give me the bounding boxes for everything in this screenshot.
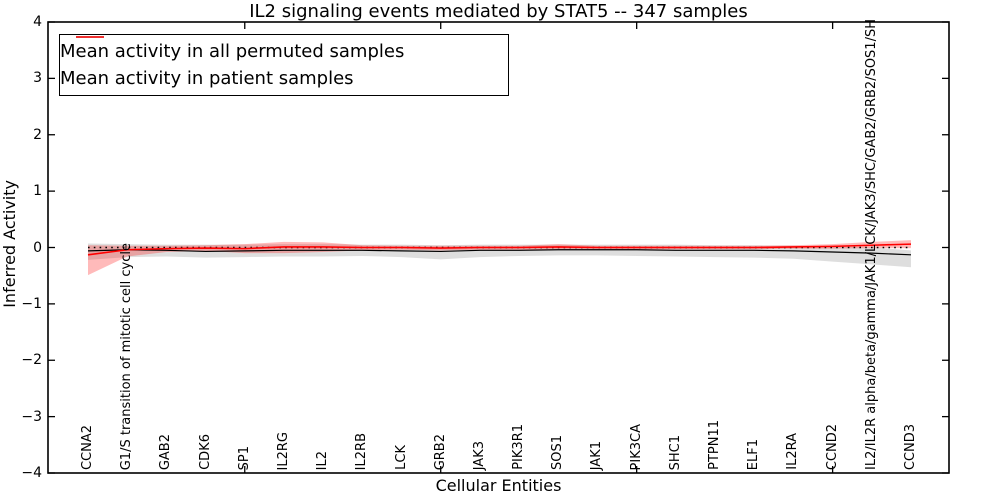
x-category-label: LCK [393, 445, 409, 470]
x-category-label: SOS1 [550, 434, 566, 470]
x-category-label: ELF1 [746, 438, 762, 470]
y-tick-label: −4 [21, 465, 42, 481]
patient-confidence-band [88, 240, 911, 276]
x-category-label: GRB2 [432, 433, 448, 470]
x-category-label: CCNA2 [80, 424, 95, 470]
chart-title: IL2 signaling events mediated by STAT5 -… [249, 1, 748, 22]
x-category-label: PTPN11 [707, 420, 723, 470]
x-category-label: IL2/IL2R alpha/beta/gamma/JAK1/LCK/JAK3/… [863, 19, 879, 470]
patient-mean-line [87, 243, 912, 256]
x-category-label: PIK3CA [628, 423, 644, 470]
legend-item-permuted: Mean activity in all permuted samples [60, 36, 508, 65]
x-category-label: PIK3R1 [511, 424, 527, 470]
y-tick-label: −3 [21, 408, 42, 425]
legend: Mean activity in all permuted samples Me… [59, 34, 509, 96]
x-category-label: IL2RA [785, 433, 801, 470]
x-category-label: CDK6 [197, 434, 213, 470]
permuted-confidence-band [88, 243, 911, 268]
legend-line-patient-icon [76, 36, 104, 38]
x-category-label: IL2RG [275, 431, 291, 470]
y-tick-label: −1 [21, 295, 42, 312]
legend-item-patient: Mean activity in patient samples [60, 36, 508, 92]
x-category-label: JAK3 [471, 440, 487, 470]
y-tick-label: 1 [33, 183, 42, 200]
x-category-label: G1/S transition of mitotic cell cycle [119, 242, 135, 470]
x-category-label: IL2 [315, 450, 331, 470]
x-category-label: JAK1 [589, 440, 605, 470]
x-category-label: CCND2 [824, 423, 840, 470]
y-tick-label: 2 [33, 126, 42, 143]
legend-label-permuted: Mean activity in all permuted samples [60, 41, 405, 62]
x-category-label: IL2RB [354, 432, 370, 470]
x-category-label: SP1 [236, 445, 252, 470]
x-category-label: CCND3 [903, 423, 918, 470]
y-tick-label: 0 [33, 239, 42, 256]
legend-label-patient: Mean activity in patient samples [60, 68, 354, 89]
x-category-label: SHC1 [667, 434, 683, 470]
y-tick-label: 4 [33, 14, 42, 30]
x-axis-label: Cellular Entities [435, 476, 562, 495]
permuted-mean-line [87, 249, 912, 256]
y-tick-label: −2 [21, 352, 42, 369]
y-tick-label: 3 [33, 70, 42, 87]
x-category-label: GAB2 [158, 433, 174, 470]
